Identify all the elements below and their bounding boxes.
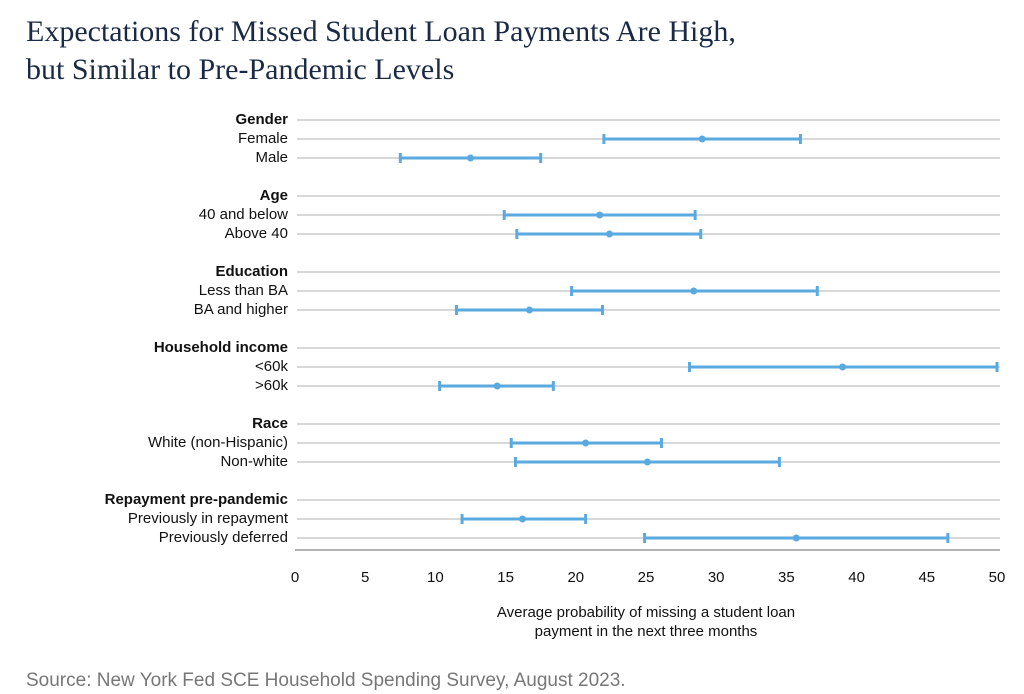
category-label: <60k [255,358,288,375]
x-tick-label: 40 [848,569,865,586]
group-label: Repayment pre-pandemic [105,491,288,508]
group-label: Household income [154,339,288,356]
point [698,135,706,143]
category-label: BA and higher [194,301,288,318]
x-tick-label: 0 [291,569,299,586]
category-label: White (non-Hispanic) [148,434,288,451]
source-note: Source: New York Fed SCE Household Spend… [26,670,626,691]
x-tick-label: 35 [778,569,795,586]
chart-title: but Similar to Pre-Pandemic Levels [26,53,454,86]
group-label: Education [215,263,288,280]
x-tick-label: 50 [989,569,1006,586]
point [467,154,474,162]
category-label: Female [238,130,288,147]
category-label: Above 40 [225,225,288,242]
point [839,363,847,371]
point [596,211,604,219]
point [525,306,533,314]
point [605,230,613,238]
category-label: Less than BA [199,282,288,299]
category-label: Previously deferred [159,529,288,546]
point [690,287,698,295]
group-label: Gender [235,111,288,128]
x-tick-label: 25 [638,569,655,586]
chart-title: Expectations for Missed Student Loan Pay… [26,15,736,48]
x-tick-label: 45 [918,569,935,586]
x-tick-label: 15 [497,569,514,586]
group-label: Race [252,415,288,432]
x-tick-label: 20 [567,569,584,586]
group-label: Age [260,187,288,204]
x-axis-label: payment in the next three months [535,623,758,640]
point [643,458,651,466]
point [792,534,800,542]
point [493,382,501,390]
category-label: 40 and below [199,206,288,223]
category-label: >60k [255,377,288,394]
point [582,439,590,447]
x-tick-label: 30 [708,569,725,586]
x-axis-label: Average probability of missing a student… [497,604,795,621]
point [518,515,526,523]
x-tick-label: 5 [361,569,369,586]
category-label: Male [255,149,288,166]
category-label: Previously in repayment [128,510,289,527]
category-label: Non-white [220,453,288,470]
x-tick-label: 10 [427,569,444,586]
